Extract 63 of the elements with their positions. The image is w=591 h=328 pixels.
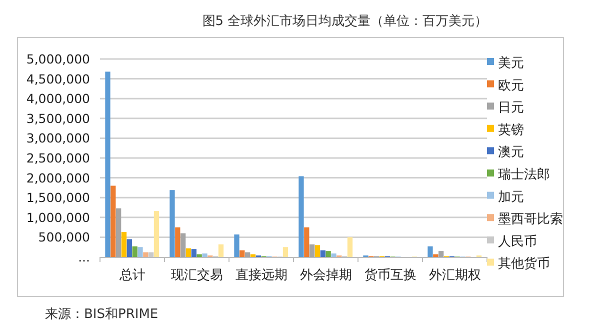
x-tick-label: 直接远期 (235, 268, 288, 283)
bar (126, 239, 132, 257)
legend-label: 日元 (498, 100, 524, 116)
bar (196, 254, 202, 257)
bar (143, 252, 148, 257)
bar (433, 254, 438, 257)
bar (304, 227, 310, 257)
bar (202, 253, 208, 257)
bar (314, 245, 320, 257)
legend-label: 其他货币 (498, 256, 550, 272)
bar (186, 248, 192, 257)
x-tick-label: 外汇期权 (428, 268, 481, 283)
bar (347, 237, 353, 257)
bar (331, 253, 336, 257)
bar (148, 252, 154, 257)
y-tick-label: 4,500,000 (26, 71, 90, 86)
bar (298, 176, 304, 257)
bar (428, 246, 433, 257)
y-tick-label: 5,000,000 (26, 52, 90, 66)
legend-label: 英镑 (498, 122, 524, 138)
bar (191, 249, 196, 257)
y-tick-label: ... (78, 250, 90, 264)
bar (170, 190, 175, 257)
bar (138, 247, 143, 257)
y-tick-label: 4,000,000 (26, 91, 90, 106)
x-tick-label: 外会掉期 (300, 268, 352, 283)
bar (250, 254, 256, 257)
bar (154, 211, 160, 257)
bar (218, 244, 224, 257)
bar (438, 251, 444, 257)
legend-label: 欧元 (498, 78, 524, 94)
y-tick-label: 2,500,000 (26, 150, 90, 166)
bar (282, 247, 288, 257)
bar (121, 232, 127, 257)
bar (326, 251, 331, 257)
bar (244, 252, 250, 257)
legend-label: 加元 (498, 190, 524, 205)
bar (309, 244, 315, 257)
chart-title: 图5 全球外汇市场日均成交量（单位：百万美元） (202, 13, 488, 29)
y-tick-label: 500,000 (38, 230, 90, 245)
y-tick-label: 2,000,000 (26, 170, 90, 186)
y-tick-label: 1,500,000 (26, 190, 90, 206)
legend-label: 澳元 (498, 145, 524, 160)
bar (132, 246, 138, 257)
legend-label: 瑞士法郎 (498, 166, 550, 182)
y-tick-label: 1,000,000 (26, 210, 90, 225)
bar (110, 186, 116, 257)
legend-label: 人民币 (498, 234, 537, 250)
bar (116, 208, 122, 257)
x-tick-label: 总计 (118, 268, 146, 283)
legend-label: 美元 (498, 55, 524, 71)
y-tick-label: 3,500,000 (26, 110, 90, 126)
source-note: 来源：BIS和PRIME (45, 307, 158, 322)
bar (105, 72, 110, 257)
y-tick-label: 3,000,000 (26, 130, 90, 146)
bar (240, 250, 245, 257)
legend-label: 墨西哥比索 (498, 212, 563, 228)
bar (234, 234, 240, 257)
x-tick-label: 现汇交易 (170, 267, 223, 283)
bar (320, 250, 326, 257)
x-tick-label: 货币互换 (364, 268, 416, 283)
bar (175, 227, 180, 257)
bar (180, 233, 186, 257)
